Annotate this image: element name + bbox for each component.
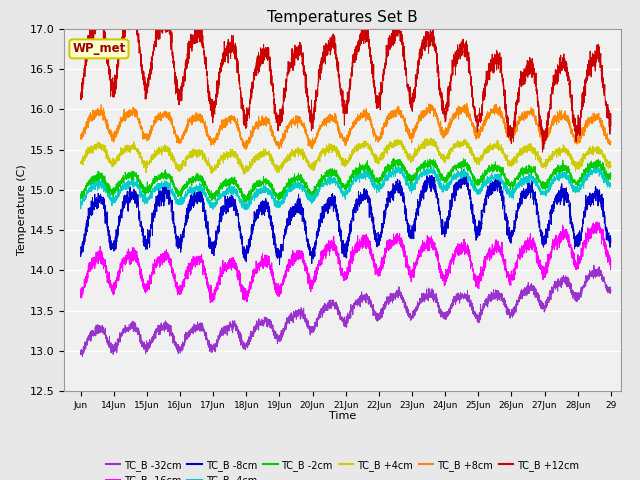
- TC_B +4cm: [469, 153, 477, 158]
- TC_B -32cm: [484, 294, 492, 300]
- TC_B -4cm: [431, 166, 438, 172]
- TC_B -2cm: [431, 159, 438, 165]
- TC_B -16cm: [420, 246, 428, 252]
- TC_B +8cm: [420, 111, 428, 117]
- Line: TC_B +4cm: TC_B +4cm: [81, 138, 611, 174]
- TC_B -32cm: [590, 262, 598, 268]
- TC_B +4cm: [420, 142, 428, 147]
- TC_B +12cm: [431, 43, 438, 49]
- Text: WP_met: WP_met: [72, 42, 125, 55]
- TC_B -32cm: [77, 350, 84, 356]
- TC_B -16cm: [492, 243, 500, 249]
- TC_B -32cm: [492, 295, 500, 301]
- TC_B -4cm: [484, 175, 492, 181]
- TC_B -2cm: [242, 199, 250, 205]
- TC_B -16cm: [593, 219, 600, 225]
- TC_B +12cm: [168, 52, 176, 58]
- TC_B -4cm: [168, 187, 176, 193]
- Line: TC_B -8cm: TC_B -8cm: [81, 169, 611, 265]
- TC_B +8cm: [469, 120, 477, 125]
- TC_B +4cm: [607, 163, 614, 169]
- Y-axis label: Temperature (C): Temperature (C): [17, 165, 27, 255]
- TC_B -16cm: [468, 268, 476, 274]
- TC_B -32cm: [431, 293, 438, 299]
- TC_B +12cm: [484, 75, 492, 81]
- TC_B -32cm: [468, 300, 476, 306]
- Title: Temperatures Set B: Temperatures Set B: [267, 10, 418, 25]
- TC_B -8cm: [460, 166, 468, 172]
- TC_B -8cm: [607, 240, 614, 245]
- TC_B -8cm: [484, 190, 492, 195]
- TC_B +4cm: [240, 171, 248, 177]
- TC_B +12cm: [77, 92, 84, 98]
- TC_B -4cm: [607, 183, 614, 189]
- TC_B -16cm: [484, 252, 492, 258]
- TC_B +8cm: [463, 100, 471, 106]
- TC_B -2cm: [420, 160, 428, 166]
- Legend: TC_B -32cm, TC_B -16cm, TC_B -8cm, TC_B -4cm, TC_B -2cm, TC_B +4cm, TC_B +8cm, T: TC_B -32cm, TC_B -16cm, TC_B -8cm, TC_B …: [102, 456, 583, 480]
- TC_B -2cm: [492, 166, 500, 172]
- TC_B -4cm: [591, 163, 598, 168]
- TC_B +4cm: [484, 148, 492, 154]
- TC_B -8cm: [168, 207, 176, 213]
- TC_B -8cm: [469, 202, 477, 207]
- TC_B -32cm: [607, 288, 614, 293]
- TC_B -2cm: [390, 156, 397, 161]
- TC_B -4cm: [77, 198, 84, 204]
- Line: TC_B -32cm: TC_B -32cm: [81, 265, 611, 357]
- TC_B +8cm: [607, 139, 614, 144]
- TC_B -2cm: [484, 168, 492, 173]
- TC_B -2cm: [607, 173, 614, 179]
- TC_B -4cm: [468, 184, 476, 190]
- TC_B -8cm: [276, 262, 284, 268]
- TC_B +12cm: [492, 56, 500, 61]
- Line: TC_B -16cm: TC_B -16cm: [81, 222, 611, 303]
- TC_B +8cm: [431, 108, 438, 114]
- TC_B +4cm: [168, 150, 176, 156]
- TC_B +12cm: [539, 149, 547, 155]
- TC_B +8cm: [77, 135, 84, 141]
- TC_B +4cm: [492, 144, 500, 149]
- TC_B +8cm: [492, 105, 500, 111]
- TC_B -16cm: [168, 269, 176, 275]
- TC_B -32cm: [168, 332, 176, 337]
- TC_B -8cm: [431, 184, 438, 190]
- TC_B -4cm: [492, 173, 500, 179]
- TC_B -16cm: [607, 258, 614, 264]
- TC_B +4cm: [77, 161, 84, 167]
- TC_B -2cm: [168, 173, 176, 179]
- TC_B +12cm: [468, 93, 476, 98]
- TC_B +12cm: [131, 4, 139, 10]
- Line: TC_B +12cm: TC_B +12cm: [81, 7, 611, 152]
- TC_B +8cm: [484, 114, 492, 120]
- TC_B -16cm: [431, 246, 438, 252]
- X-axis label: Time: Time: [329, 411, 356, 421]
- TC_B -8cm: [420, 196, 428, 202]
- TC_B -32cm: [420, 296, 428, 302]
- TC_B -16cm: [207, 300, 214, 306]
- TC_B +12cm: [420, 38, 428, 44]
- Line: TC_B -2cm: TC_B -2cm: [81, 158, 611, 202]
- TC_B -8cm: [492, 176, 500, 181]
- TC_B -16cm: [77, 293, 84, 299]
- Line: TC_B -4cm: TC_B -4cm: [81, 166, 611, 210]
- TC_B -2cm: [469, 176, 477, 182]
- TC_B +8cm: [242, 147, 250, 153]
- TC_B +4cm: [427, 135, 435, 141]
- TC_B -2cm: [77, 196, 84, 202]
- TC_B -32cm: [79, 354, 86, 360]
- TC_B -8cm: [77, 249, 84, 254]
- TC_B -4cm: [420, 165, 428, 171]
- TC_B +8cm: [168, 122, 176, 128]
- Line: TC_B +8cm: TC_B +8cm: [81, 103, 611, 150]
- TC_B +4cm: [431, 144, 438, 149]
- TC_B -4cm: [242, 207, 250, 213]
- TC_B +12cm: [607, 122, 614, 128]
